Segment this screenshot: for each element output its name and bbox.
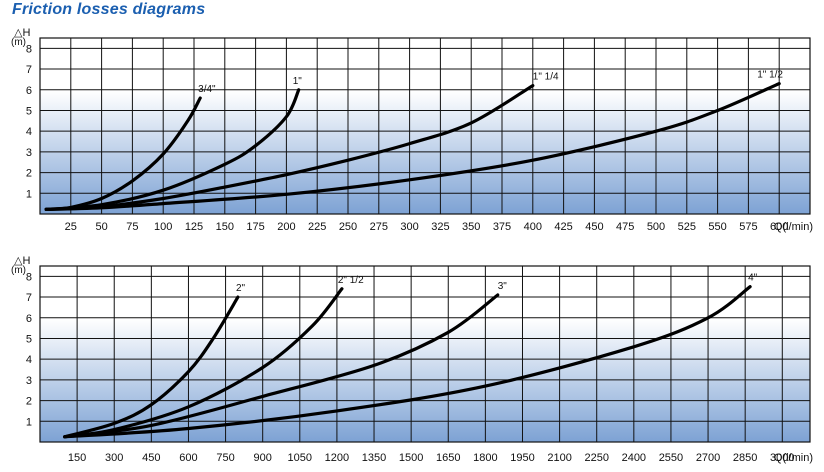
x-tick-label: 2250 [584,452,608,464]
x-tick-label: 325 [431,221,449,233]
x-tick-label: 1350 [362,452,386,464]
plot-frame [39,37,811,215]
x-tick-label: 1500 [399,452,423,464]
series-line-3 [63,293,500,439]
x-tick-label: 425 [554,221,572,233]
x-tick-label: 3000 [770,452,794,464]
x-tick-label: 575 [739,221,757,233]
series-line-2 [44,88,301,211]
x-tick-label: 350 [462,221,480,233]
y-axis-unit: (m) [11,37,26,48]
x-tick-label: 150 [216,221,234,233]
y-tick-label: 4 [26,126,32,138]
x-axis-label: Q(l/min) [774,452,813,464]
x-tick-label: 900 [254,452,272,464]
x-tick-label: 175 [246,221,264,233]
series-label: 4" [748,273,758,284]
x-tick-label: 1200 [325,452,349,464]
x-tick-label: 200 [277,221,295,233]
x-tick-label: 150 [68,452,86,464]
x-tick-label: 75 [126,221,138,233]
series-line-3 [44,84,535,211]
plot-background [40,266,810,442]
chart-1: 25 50 75 100 125 150 175 200 225 250 275 300 325 350 3… [11,27,813,233]
series-label: 1" [293,76,303,87]
x-tick-label: 600 [770,221,788,233]
x-tick-label: 600 [179,452,197,464]
y-axis-label: △H [14,27,30,39]
series-label: 1" 1/2 [757,70,783,81]
x-tick-label: 550 [708,221,726,233]
x-tick-label: 300 [105,452,123,464]
x-tick-label: 1050 [288,452,312,464]
y-tick-label: 8 [26,43,32,55]
plot-frame [39,265,811,443]
x-tick-label: 475 [616,221,634,233]
y-tick-label: 1 [26,416,32,428]
page-title: Friction losses diagrams [12,1,206,18]
y-tick-label: 1 [26,188,32,200]
y-tick-label: 4 [26,354,32,366]
x-tick-label: 2550 [659,452,683,464]
series-label: 2" [236,283,246,294]
x-tick-label: 100 [154,221,172,233]
y-axis-unit: (m) [11,265,26,276]
y-tick-label: 2 [26,168,32,180]
series-line-2 [63,287,344,439]
series-line-1 [63,295,240,439]
y-tick-label: 7 [26,64,32,76]
x-tick-label: 125 [185,221,203,233]
x-tick-label: 525 [678,221,696,233]
x-tick-label: 2700 [696,452,720,464]
series-label: 3/4" [198,84,216,95]
x-tick-label: 450 [585,221,603,233]
y-tick-label: 3 [26,147,32,159]
x-tick-label: 225 [308,221,326,233]
y-tick-label: 6 [26,85,32,97]
x-tick-label: 750 [216,452,234,464]
y-tick-label: 3 [26,375,32,387]
x-tick-label: 2850 [733,452,757,464]
x-tick-label: 2100 [547,452,571,464]
y-tick-label: 8 [26,271,32,283]
series-label: 2" 1/2 [338,275,364,286]
x-tick-label: 1800 [473,452,497,464]
x-tick-label: 275 [370,221,388,233]
plot-background [40,38,810,214]
y-tick-label: 6 [26,313,32,325]
x-tick-label: 300 [400,221,418,233]
x-tick-label: 375 [493,221,511,233]
x-tick-label: 250 [339,221,357,233]
series-line-4 [63,285,752,439]
x-tick-label: 1950 [510,452,534,464]
chart-2: 150 300 450 600 750 900 1050 1200 1350 1500 1650 18… [11,255,813,464]
x-tick-label: 1650 [436,452,460,464]
x-tick-label: 25 [65,221,77,233]
x-tick-label: 450 [142,452,160,464]
x-tick-label: 50 [95,221,107,233]
y-tick-label: 7 [26,292,32,304]
y-tick-label: 5 [26,333,32,345]
x-tick-label: 2400 [622,452,646,464]
series-label: 3" [498,281,508,292]
y-tick-label: 5 [26,105,32,117]
series-label: 1" 1/4 [533,72,559,83]
y-tick-label: 2 [26,396,32,408]
series-line-4 [44,82,781,211]
x-axis-label: Q(l/min) [774,221,813,233]
x-tick-label: 500 [647,221,665,233]
y-axis-label: △H [14,255,30,267]
x-tick-label: 400 [524,221,542,233]
